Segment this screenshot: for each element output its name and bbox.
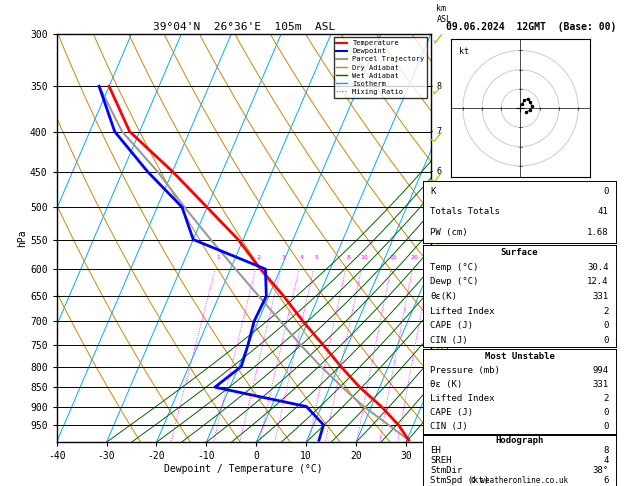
Text: 1: 1 [216,255,220,260]
Text: 3: 3 [281,255,286,260]
Text: 994: 994 [593,366,609,375]
Text: 4: 4 [437,264,442,274]
Text: 0: 0 [603,321,609,330]
Title: 39°04'N  26°36'E  105m  ASL: 39°04'N 26°36'E 105m ASL [153,22,335,32]
Text: 5: 5 [437,235,442,244]
Text: Lifted Index: Lifted Index [430,307,495,315]
Text: 8: 8 [437,82,442,91]
Text: CIN (J): CIN (J) [430,422,468,431]
Text: 7: 7 [437,127,442,136]
Text: 15: 15 [389,255,397,260]
Text: 0: 0 [603,408,609,417]
Text: 20: 20 [411,255,418,260]
Text: Dewp (°C): Dewp (°C) [430,278,479,286]
Text: 2: 2 [257,255,260,260]
Text: StmDir: StmDir [430,466,463,475]
Text: CAPE (J): CAPE (J) [430,408,474,417]
Text: 6: 6 [603,476,609,486]
Text: SREH: SREH [430,456,452,465]
Text: 0: 0 [603,336,609,345]
Text: Most Unstable: Most Unstable [484,352,555,361]
Text: CAPE (J): CAPE (J) [430,321,474,330]
Text: 1: 1 [437,402,442,411]
Text: kt: kt [459,47,469,56]
Text: 0: 0 [603,422,609,431]
Text: 10: 10 [360,255,368,260]
Text: km
ASL: km ASL [437,4,452,24]
Text: 5: 5 [314,255,318,260]
Text: 8: 8 [603,446,609,455]
Legend: Temperature, Dewpoint, Parcel Trajectory, Dry Adiabat, Wet Adiabat, Isotherm, Mi: Temperature, Dewpoint, Parcel Trajectory… [333,37,427,98]
Text: 3: 3 [437,317,442,326]
Text: Pressure (mb): Pressure (mb) [430,366,500,375]
Text: 09.06.2024  12GMT  (Base: 00): 09.06.2024 12GMT (Base: 00) [447,22,616,32]
Text: Temp (°C): Temp (°C) [430,263,479,272]
Text: Totals Totals: Totals Totals [430,208,500,216]
Y-axis label: hPa: hPa [17,229,27,247]
Text: CIN (J): CIN (J) [430,336,468,345]
Text: 12.4: 12.4 [587,278,609,286]
Text: 2: 2 [603,307,609,315]
Text: Surface: Surface [501,248,538,257]
Text: Hodograph: Hodograph [496,435,543,445]
Text: 41: 41 [598,208,609,216]
Text: 0: 0 [603,187,609,196]
Text: 8: 8 [346,255,350,260]
Text: 331: 331 [593,380,609,389]
Text: PW (cm): PW (cm) [430,228,468,237]
Text: θε (K): θε (K) [430,380,463,389]
Text: 331: 331 [593,292,609,301]
X-axis label: Dewpoint / Temperature (°C): Dewpoint / Temperature (°C) [164,464,323,474]
Text: K: K [430,187,436,196]
Text: Mixing Ratio (g/kg): Mixing Ratio (g/kg) [464,256,473,343]
Text: 4: 4 [603,456,609,465]
Text: 38°: 38° [593,466,609,475]
Text: 4: 4 [300,255,304,260]
Text: 1.68: 1.68 [587,228,609,237]
Text: 30.4: 30.4 [587,263,609,272]
Text: StmSpd (kt): StmSpd (kt) [430,476,489,486]
Text: 6: 6 [437,167,442,176]
Text: Lifted Index: Lifted Index [430,394,495,403]
Text: EH: EH [430,446,441,455]
Text: © weatheronline.co.uk: © weatheronline.co.uk [471,476,568,485]
Text: 2: 2 [437,362,442,371]
Text: θε(K): θε(K) [430,292,457,301]
Text: 2: 2 [603,394,609,403]
Text: LCL: LCL [437,345,452,354]
